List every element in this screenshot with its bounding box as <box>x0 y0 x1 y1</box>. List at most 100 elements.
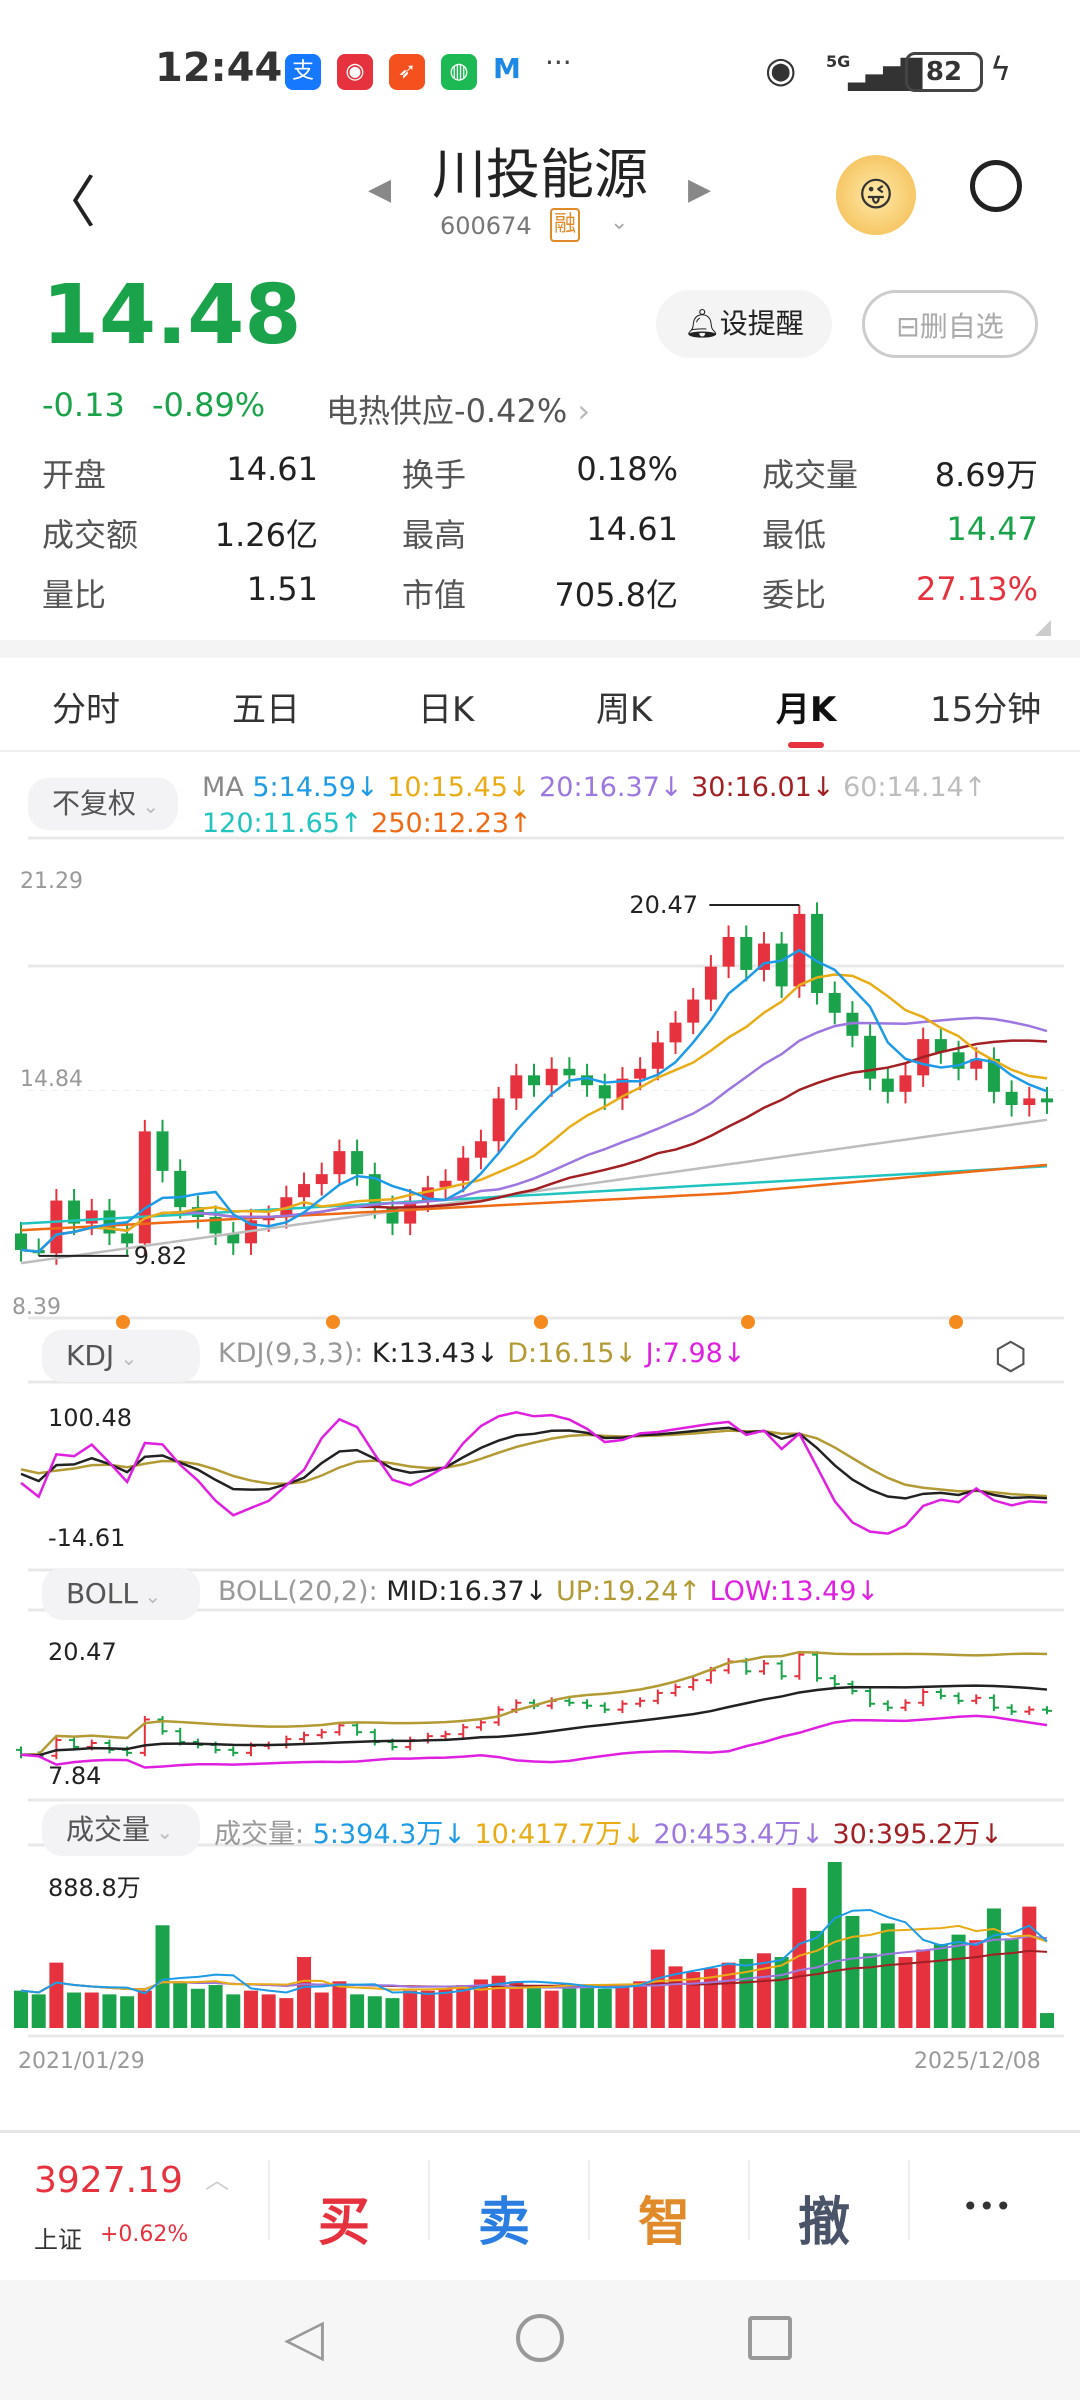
tab-4[interactable]: 月K <box>776 690 837 730</box>
boll-up-value: UP:19.24↑ <box>555 1576 701 1607</box>
candle-body <box>634 1068 647 1079</box>
ma30-value: 30:16.01↓ <box>691 772 835 803</box>
volume-bar <box>721 1962 736 2028</box>
volume-bar <box>774 1957 789 2028</box>
x-axis-start: 2021/01/29 <box>18 2049 145 2074</box>
candle-body <box>138 1131 151 1244</box>
volume-ma10-line <box>20 1924 1048 1994</box>
chevron-up-icon[interactable]: ︿ <box>205 2166 229 2194</box>
volume-bar <box>279 1998 294 2028</box>
chevron-down-icon: ⌄ <box>150 1820 174 1844</box>
divider <box>268 2160 270 2240</box>
volume-bar <box>509 1981 524 2028</box>
stat-label: 最低 <box>762 516 827 554</box>
tab-5[interactable]: 15分钟 <box>930 690 1042 730</box>
stat-value: 8.69万 <box>934 456 1038 494</box>
next-stock-icon[interactable]: ▶ <box>688 172 712 207</box>
candle-body <box>50 1200 63 1254</box>
tab-3[interactable]: 周K <box>596 690 653 730</box>
price-change: -0.13 <box>42 386 125 424</box>
tab-0[interactable]: 分时 <box>52 690 120 730</box>
chevron-down-icon: ⌄ <box>114 1346 138 1370</box>
candle-body <box>457 1157 470 1181</box>
tab-2[interactable]: 日K <box>418 690 475 730</box>
ma250-value: 250:12.23↑ <box>371 808 532 839</box>
app-notification-icon: M <box>493 52 521 85</box>
candle-body <box>828 992 841 1013</box>
more-button[interactable]: ••• <box>962 2190 1012 2223</box>
cancel-order-button[interactable]: 撤 <box>798 2193 851 2253</box>
chevron-down-icon[interactable]: ⌄ <box>610 210 629 235</box>
tab-1[interactable]: 五日 <box>232 690 300 730</box>
volume-bar <box>350 1994 365 2028</box>
adjust-selector[interactable]: 不复权 ⌄ <box>28 778 178 830</box>
volume-bar <box>67 1992 82 2028</box>
candle-body <box>68 1200 81 1224</box>
candle-body <box>298 1184 311 1198</box>
candle-body <box>492 1098 505 1142</box>
candle-body <box>899 1075 912 1092</box>
volume-bar <box>226 1994 241 2028</box>
recents-nav-icon[interactable] <box>748 2316 792 2360</box>
set-alert-button[interactable]: 🔔︎设提醒 <box>656 290 832 358</box>
x-axis-end: 2025/12/08 <box>914 2049 1041 2074</box>
candle-body <box>156 1131 169 1171</box>
volume-bar <box>137 1990 152 2028</box>
boll-selector[interactable]: BOLL ⌄ <box>42 1568 200 1620</box>
stat-label: 最高 <box>402 516 467 554</box>
candle-body <box>315 1174 328 1185</box>
back-icon[interactable]: 〈 <box>40 171 96 236</box>
volume-bar <box>208 1985 223 2028</box>
divider <box>748 2160 750 2240</box>
stat-value: 1.26亿 <box>214 516 318 554</box>
clock: 12:44 <box>155 45 283 91</box>
candle-body <box>563 1068 576 1076</box>
kline-chart[interactable]: 21.29 14.84 8.39 20.47 9.82 100.48 -14.6… <box>0 0 1080 2100</box>
volume-selector[interactable]: 成交量 ⌄ <box>42 1804 200 1856</box>
volume-bar <box>986 1908 1001 2028</box>
volume-bar <box>456 1985 471 2028</box>
more-notifications-icon: ··· <box>545 46 572 79</box>
candle-body <box>581 1075 594 1086</box>
boll-mid-value: MID:16.37↓ <box>386 1576 548 1607</box>
boll-legend: BOLL(20,2): MID:16.37↓ UP:19.24↑ LOW:13.… <box>218 1576 879 1607</box>
previous-stock-icon[interactable]: ◀ <box>368 172 392 207</box>
stat-value: 27.13% <box>915 570 1038 608</box>
mascot-assistant-icon[interactable]: 😜 <box>836 155 916 235</box>
volume-bar <box>1040 2013 1054 2028</box>
kdj-axis-min: -14.61 <box>48 1524 125 1552</box>
kdj-d-value: D:16.15↓ <box>507 1338 638 1369</box>
expand-corner-icon[interactable] <box>1035 620 1051 636</box>
sector-link[interactable]: 电热供应-0.42% › <box>326 386 590 432</box>
candle-body <box>934 1039 947 1053</box>
sell-button[interactable]: 卖 <box>478 2193 531 2253</box>
index-value[interactable]: 3927.19 <box>34 2160 183 2201</box>
volume-bar <box>810 1930 825 2028</box>
kdj-selector-label: KDJ <box>66 1339 115 1372</box>
active-tab-indicator <box>788 742 824 748</box>
indicator-settings-icon[interactable]: ⬡ <box>994 1334 1028 1378</box>
home-nav-icon[interactable] <box>516 2314 564 2362</box>
divider <box>0 640 1080 658</box>
stat-label: 换手 <box>402 456 467 494</box>
volume-bar <box>84 1992 99 2028</box>
back-nav-icon[interactable]: ◁ <box>284 2308 324 2368</box>
buy-button[interactable]: 买 <box>318 2193 371 2253</box>
event-marker <box>534 1315 548 1329</box>
kdj-selector[interactable]: KDJ ⌄ <box>42 1330 200 1382</box>
chevron-right-icon: › <box>567 392 591 430</box>
candle-body <box>722 936 735 967</box>
price-change-pct: -0.89% <box>152 386 266 424</box>
volume-selector-label: 成交量 <box>66 1813 151 1846</box>
ma-prefix: MA <box>202 772 244 803</box>
volume-bar <box>1004 1938 1019 2028</box>
volume-name: 成交量: <box>214 1819 305 1850</box>
search-icon[interactable] <box>970 160 1022 212</box>
volume-bar <box>473 1979 488 2028</box>
volume-bar <box>385 1998 400 2028</box>
stat-label: 量比 <box>42 576 107 614</box>
smart-button[interactable]: 智 <box>638 2193 691 2253</box>
candle-body <box>616 1078 629 1099</box>
remove-watchlist-button[interactable]: ⊟删自选 <box>862 290 1038 358</box>
volume-bar <box>933 1943 948 2028</box>
